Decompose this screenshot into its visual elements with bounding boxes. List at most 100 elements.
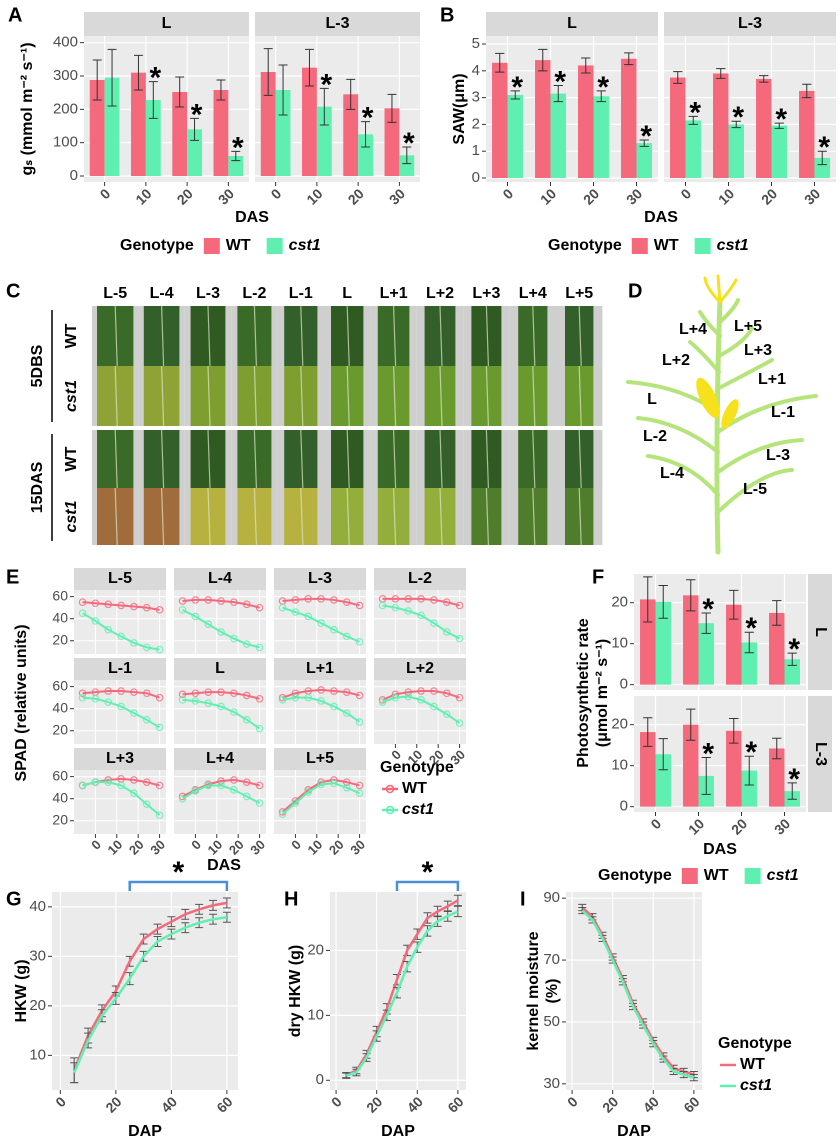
leaf-midrib xyxy=(393,429,397,489)
error-bar xyxy=(772,600,782,626)
column-label: L-4 xyxy=(150,285,174,302)
error-bar xyxy=(278,64,288,116)
data-point xyxy=(278,810,287,818)
data-point xyxy=(155,811,164,820)
significance-star: * xyxy=(149,62,161,95)
significance-bracket xyxy=(395,880,460,891)
y-tick-label: 60 xyxy=(52,677,68,693)
leaf-midrib xyxy=(253,429,257,489)
x-tick-label: 0 xyxy=(97,185,114,202)
y-axis-title: SAW(μm) xyxy=(451,73,468,144)
x-axis-title: DAP xyxy=(381,1123,415,1140)
strip-label: L-3 xyxy=(738,15,762,32)
legend-label: WT xyxy=(704,867,729,884)
plant-diagram xyxy=(626,274,818,555)
error-bar xyxy=(658,584,668,619)
group-label: 15DAS xyxy=(29,461,46,513)
trend-line xyxy=(82,690,160,699)
bar xyxy=(131,72,146,176)
data-point xyxy=(378,696,387,704)
bar xyxy=(670,77,686,178)
leaf-midrib xyxy=(439,365,443,427)
y-tick-label: 30 xyxy=(29,947,46,964)
trend-line xyxy=(182,691,260,700)
bar xyxy=(756,78,772,178)
bar xyxy=(302,67,317,176)
strip-label: L+1 xyxy=(306,660,334,677)
ear xyxy=(696,377,720,419)
error-bar xyxy=(686,708,696,741)
legend-title: Genotype xyxy=(718,1035,792,1052)
strip-label: L+5 xyxy=(306,750,334,767)
strip xyxy=(274,568,366,590)
significance-star: * xyxy=(775,103,787,136)
leaf-label: L xyxy=(647,391,657,408)
series-line xyxy=(73,901,228,1071)
data-point xyxy=(78,609,87,617)
strip-label: L xyxy=(567,15,577,32)
bar xyxy=(655,601,671,685)
error-bar xyxy=(387,93,397,123)
error-bar xyxy=(216,79,226,101)
y-tick-label: 200 xyxy=(53,100,78,117)
strip xyxy=(274,658,366,680)
leaf-midrib xyxy=(300,365,304,427)
bar xyxy=(187,129,202,176)
significance-star: * xyxy=(745,612,757,645)
x-tick-label: 30 xyxy=(623,185,645,207)
error-bar xyxy=(453,905,462,918)
x-tick-label: 0 xyxy=(564,1093,581,1110)
error-bar xyxy=(639,139,649,147)
data-point xyxy=(230,634,238,643)
data-point xyxy=(342,709,351,717)
leaf-midrib xyxy=(114,305,118,367)
error-bar xyxy=(787,782,797,800)
leaf-midrib xyxy=(346,365,350,427)
leaf-midrib xyxy=(161,365,165,427)
data-point xyxy=(142,715,151,724)
error-bar xyxy=(689,1074,698,1082)
error-bar xyxy=(222,897,231,909)
bar xyxy=(799,90,815,178)
error-bar xyxy=(596,90,606,103)
data-point xyxy=(155,693,164,702)
panel-letter: E xyxy=(6,566,19,588)
significance-star: * xyxy=(788,763,800,796)
data-point xyxy=(455,693,464,702)
error-bar xyxy=(319,87,329,126)
leaf-label: L+5 xyxy=(734,318,762,335)
bar xyxy=(535,60,551,178)
data-point xyxy=(242,792,251,801)
error-bar xyxy=(817,150,827,166)
leaf-label: L-2 xyxy=(643,428,667,445)
series-line xyxy=(581,909,695,1079)
leaf-midrib xyxy=(485,365,489,427)
leaf-midrib xyxy=(300,429,304,489)
panel-letter: G xyxy=(6,888,22,910)
data-point xyxy=(91,617,100,625)
significance-star: * xyxy=(640,120,652,153)
data-point xyxy=(291,608,300,616)
leaf-midrib xyxy=(207,305,211,367)
leaf-midrib xyxy=(485,305,489,367)
legend-label: cst1 xyxy=(289,237,321,254)
bar xyxy=(384,108,400,176)
trend-line xyxy=(382,597,460,607)
leaf-midrib xyxy=(300,305,304,367)
y-tick-label: 70 xyxy=(543,951,560,968)
panel-letter: F xyxy=(592,566,604,588)
leaf xyxy=(717,326,754,358)
legend-key xyxy=(744,868,761,884)
x-tick-label: 20 xyxy=(326,837,347,858)
x-axis-title: DAP xyxy=(617,1123,651,1140)
x-tick-label: 30 xyxy=(386,185,408,207)
data-point xyxy=(130,639,138,647)
panel-letter: I xyxy=(520,888,526,910)
y-tick-label: 400 xyxy=(53,34,78,51)
bar xyxy=(655,754,671,807)
panel-background xyxy=(174,770,266,834)
strip xyxy=(255,12,420,36)
data-point xyxy=(130,789,138,797)
error-bar xyxy=(701,612,711,634)
x-tick-label: 20 xyxy=(580,185,602,207)
